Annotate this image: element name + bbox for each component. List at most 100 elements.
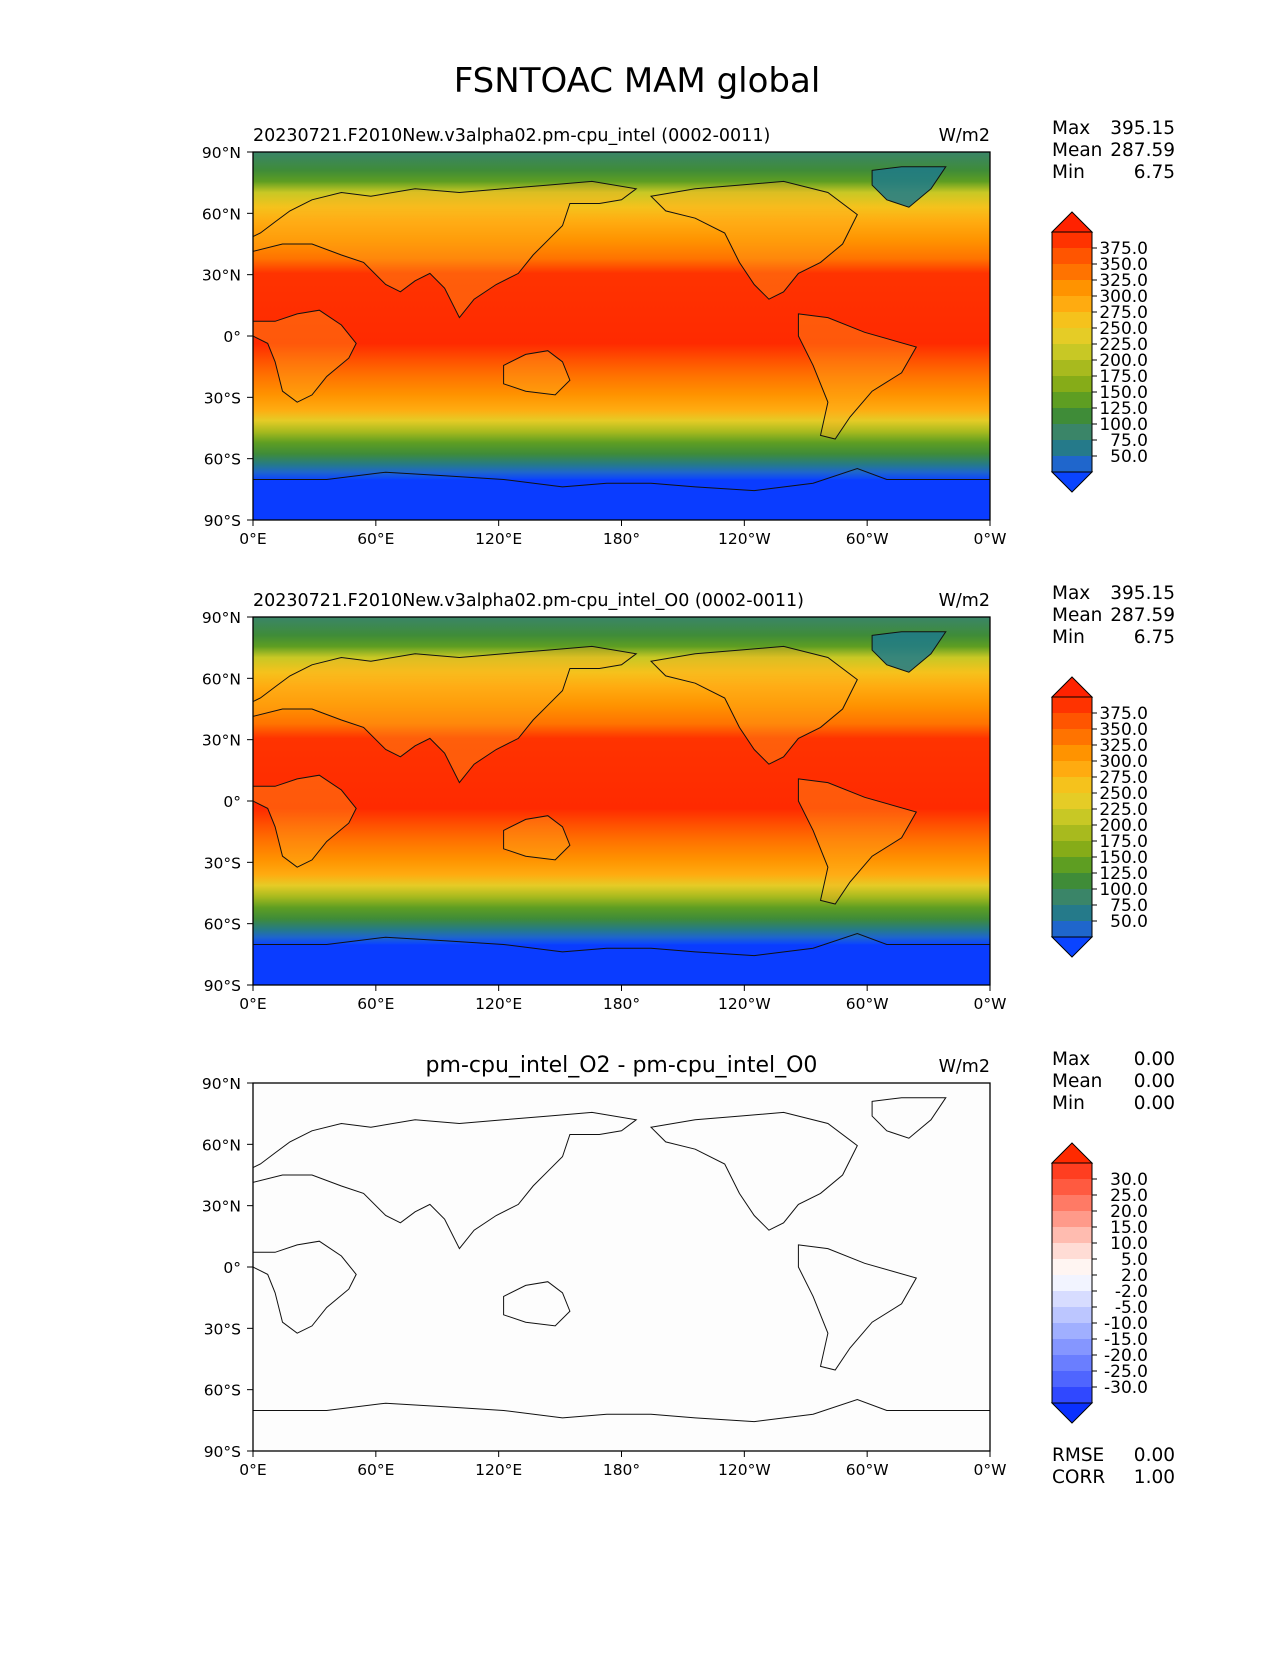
coastline	[797, 1244, 918, 1371]
colorbar-segment	[1052, 713, 1092, 730]
lat-tick-label: 90°N	[202, 144, 241, 162]
coastline	[252, 1111, 638, 1250]
land-shading	[872, 631, 946, 673]
colorbar-segment	[1052, 809, 1092, 826]
colorbar-tick-label: 75.0	[1110, 431, 1148, 451]
coastline	[649, 645, 858, 765]
units-label: W/m2	[939, 126, 990, 146]
colorbar-segment	[1052, 1291, 1092, 1308]
map-panel-test: 20230721.F2010New.v3alpha02.pm-cpu_intel…	[202, 118, 1175, 548]
colorbar-segment	[1052, 697, 1092, 714]
colorbar-segment	[1052, 873, 1092, 890]
colorbar-tick-label: 175.0	[1099, 832, 1148, 852]
colorbar-segment	[1052, 376, 1092, 393]
panel-title: 20230721.F2010New.v3alpha02.pm-cpu_intel…	[253, 591, 804, 611]
colorbar-extend-max	[1050, 1142, 1094, 1164]
colorbar-tick-label: 250.0	[1099, 784, 1148, 804]
stat-value: 395.15	[1110, 118, 1175, 139]
colorbar-tick-label: -2.0	[1115, 1282, 1148, 1302]
lon-tick-label: 60°E	[357, 530, 394, 548]
stat-label: Min	[1052, 162, 1085, 183]
coastline	[649, 1111, 858, 1231]
colorbar-segment	[1052, 296, 1092, 313]
panel-title: pm-cpu_intel_O2 - pm-cpu_intel_O0	[426, 1053, 818, 1078]
lon-tick-label: 120°W	[718, 995, 771, 1013]
colorbar-segment	[1052, 1323, 1092, 1340]
coastline	[503, 1281, 571, 1327]
colorbar-segment	[1052, 777, 1092, 794]
lat-tick-label: 60°N	[202, 1136, 241, 1154]
flux-field	[253, 152, 990, 520]
stat-label: Mean	[1052, 605, 1102, 626]
colorbar-tick-label: 250.0	[1099, 319, 1148, 339]
stat-label: Min	[1052, 1093, 1085, 1114]
colorbar-tick-label: -30.0	[1104, 1378, 1148, 1398]
coastline	[871, 631, 947, 673]
lat-tick-label: 0°	[223, 1259, 241, 1277]
stat-value: 395.15	[1110, 583, 1175, 604]
lat-tick-label: 90°S	[204, 1443, 241, 1461]
lon-tick-label: 120°E	[475, 995, 522, 1013]
lon-tick-label: 0°W	[974, 530, 1007, 548]
land-shading	[253, 775, 357, 868]
colorbar-tick-label: 225.0	[1099, 800, 1148, 820]
lon-tick-label: 180°	[603, 530, 640, 548]
lon-tick-label: 60°E	[357, 1461, 394, 1479]
lat-tick-label: 30°N	[202, 1198, 241, 1216]
stat-value: 0.00	[1134, 1071, 1175, 1092]
lat-tick-label: 90°N	[202, 1075, 241, 1093]
coastline	[252, 774, 357, 868]
stat-value: 287.59	[1110, 605, 1175, 626]
colorbar-segment	[1052, 1355, 1092, 1372]
lon-tick-label: 60°E	[357, 995, 394, 1013]
colorbar: 375.0350.0325.0300.0275.0250.0225.0200.0…	[1050, 211, 1148, 493]
colorbar-segment	[1052, 1243, 1092, 1260]
difference-field	[253, 1083, 990, 1451]
stat-value: 287.59	[1110, 140, 1175, 161]
colorbar-segment	[1052, 312, 1092, 329]
land-shading	[798, 313, 917, 439]
lat-tick-label: 60°S	[204, 1382, 241, 1400]
colorbar: 30.025.020.015.010.05.02.0-2.0-5.0-10.0-…	[1050, 1142, 1148, 1424]
colorbar-segment	[1052, 745, 1092, 762]
colorbar-tick-label: 350.0	[1099, 720, 1148, 740]
colorbar-segment	[1052, 344, 1092, 361]
colorbar: 375.0350.0325.0300.0275.0250.0225.0200.0…	[1050, 676, 1148, 958]
colorbar-extend-min	[1050, 936, 1094, 958]
stat-label: Max	[1052, 1049, 1090, 1070]
land-shading	[253, 310, 357, 403]
colorbar-frame	[1051, 231, 1093, 473]
colorbar-extend-min	[1050, 471, 1094, 493]
lat-tick-label: 90°S	[204, 512, 241, 530]
colorbar-tick-label: 100.0	[1099, 415, 1148, 435]
stat-label: Mean	[1052, 140, 1102, 161]
colorbar-segment	[1052, 1275, 1092, 1292]
land-shading	[253, 646, 637, 783]
colorbar-tick-label: 100.0	[1099, 880, 1148, 900]
colorbar-segment	[1052, 392, 1092, 409]
extra-stat-value: 1.00	[1134, 1467, 1175, 1488]
coastline	[252, 180, 638, 319]
lat-tick-label: 30°N	[202, 267, 241, 285]
colorbar-tick-label: 200.0	[1099, 816, 1148, 836]
lat-tick-label: 60°N	[202, 670, 241, 688]
flux-field	[253, 617, 990, 985]
colorbar-tick-label: 300.0	[1099, 752, 1148, 772]
lat-tick-label: 90°S	[204, 977, 241, 995]
coastline	[253, 467, 990, 492]
colorbar-tick-label: -10.0	[1104, 1314, 1148, 1334]
lon-tick-label: 180°	[603, 1461, 640, 1479]
colorbar-extend-min	[1050, 1402, 1094, 1424]
colorbar-segment	[1052, 1339, 1092, 1356]
colorbar-segment	[1052, 841, 1092, 858]
colorbar-tick-label: 125.0	[1099, 399, 1148, 419]
antarctic-field	[253, 944, 990, 985]
units-label: W/m2	[939, 591, 990, 611]
stat-label: Mean	[1052, 1071, 1102, 1092]
colorbar-tick-label: 150.0	[1099, 383, 1148, 403]
lat-tick-label: 0°	[223, 793, 241, 811]
lon-tick-label: 180°	[603, 995, 640, 1013]
colorbar-segment	[1052, 1211, 1092, 1228]
colorbar-segment	[1052, 248, 1092, 265]
lat-tick-label: 60°S	[204, 916, 241, 934]
